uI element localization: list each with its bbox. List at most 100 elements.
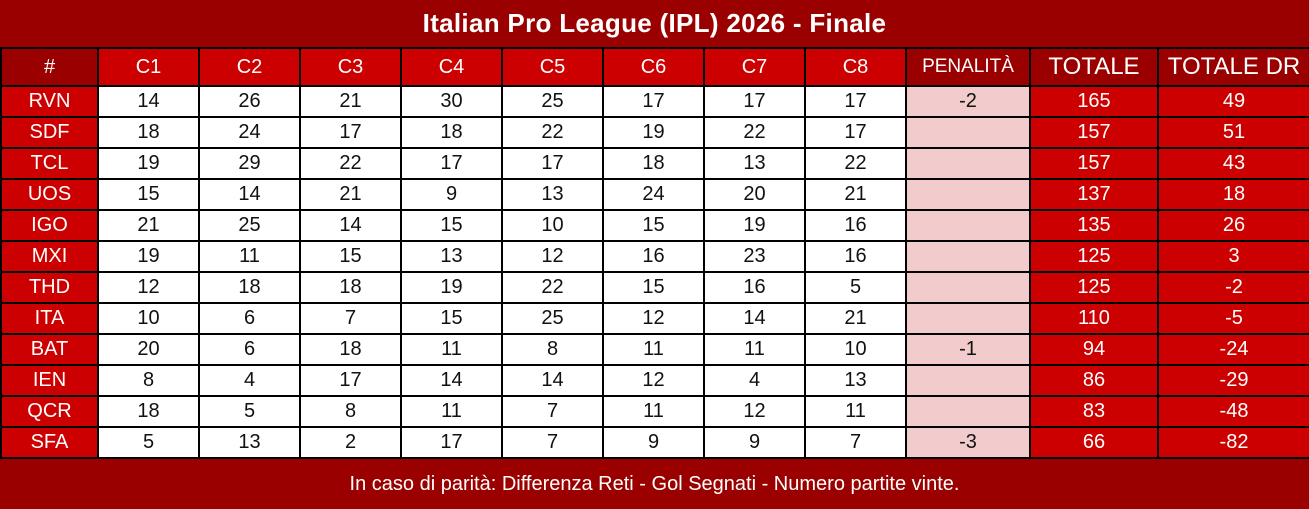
- total-cell: 125: [1029, 240, 1159, 273]
- total-cell: 125: [1029, 271, 1159, 304]
- score-cell-c6: 19: [602, 116, 705, 149]
- score-cell-c4: 18: [400, 116, 503, 149]
- table-body: RVN 14 26 21 30 25 17 17 17 -2 165 49 SDF 18 24 17 18 22 1…: [0, 85, 1309, 459]
- column-header-c8: C8: [804, 47, 907, 87]
- total-cell: 157: [1029, 147, 1159, 180]
- score-cell-c4: 11: [400, 395, 503, 428]
- score-cell-c4: 14: [400, 364, 503, 397]
- score-cell-c3: 17: [299, 116, 402, 149]
- score-cell-c6: 9: [602, 426, 705, 459]
- score-cell-c1: 12: [97, 271, 200, 304]
- column-header-c6: C6: [602, 47, 705, 87]
- score-cell-c3: 15: [299, 240, 402, 273]
- score-cell-c3: 18: [299, 271, 402, 304]
- total-cell: 94: [1029, 333, 1159, 366]
- table-row-bat: BAT 20 6 18 11 8 11 11 10 -1 94 -24: [0, 333, 1309, 366]
- total-dr-cell: 18: [1157, 178, 1309, 211]
- team-code: UOS: [0, 178, 99, 211]
- penalty-cell: [905, 116, 1031, 149]
- total-dr-cell: -48: [1157, 395, 1309, 428]
- score-cell-c7: 13: [703, 147, 806, 180]
- score-cell-c5: 22: [501, 271, 604, 304]
- total-dr-cell: -2: [1157, 271, 1309, 304]
- score-cell-c7: 4: [703, 364, 806, 397]
- score-cell-c4: 30: [400, 85, 503, 118]
- score-cell-c5: 25: [501, 85, 604, 118]
- team-code: BAT: [0, 333, 99, 366]
- score-cell-c8: 16: [804, 209, 907, 242]
- score-cell-c2: 13: [198, 426, 301, 459]
- score-cell-c1: 8: [97, 364, 200, 397]
- score-cell-c6: 11: [602, 333, 705, 366]
- score-cell-c2: 6: [198, 302, 301, 335]
- score-cell-c7: 20: [703, 178, 806, 211]
- total-dr-cell: -82: [1157, 426, 1309, 459]
- score-cell-c5: 10: [501, 209, 604, 242]
- total-cell: 135: [1029, 209, 1159, 242]
- score-cell-c7: 12: [703, 395, 806, 428]
- score-cell-c4: 17: [400, 426, 503, 459]
- score-cell-c3: 14: [299, 209, 402, 242]
- score-cell-c8: 21: [804, 302, 907, 335]
- score-cell-c4: 13: [400, 240, 503, 273]
- score-cell-c1: 20: [97, 333, 200, 366]
- score-cell-c1: 15: [97, 178, 200, 211]
- table-row-rvn: RVN 14 26 21 30 25 17 17 17 -2 165 49: [0, 85, 1309, 118]
- score-cell-c1: 19: [97, 240, 200, 273]
- total-dr-cell: 49: [1157, 85, 1309, 118]
- score-cell-c3: 2: [299, 426, 402, 459]
- score-cell-c7: 14: [703, 302, 806, 335]
- score-cell-c8: 16: [804, 240, 907, 273]
- score-cell-c1: 21: [97, 209, 200, 242]
- table-row-ien: IEN 8 4 17 14 14 12 4 13 86 -29: [0, 364, 1309, 397]
- penalty-cell: [905, 209, 1031, 242]
- penalty-cell: [905, 364, 1031, 397]
- column-header-c5: C5: [501, 47, 604, 87]
- score-cell-c7: 22: [703, 116, 806, 149]
- total-dr-cell: -5: [1157, 302, 1309, 335]
- score-cell-c1: 14: [97, 85, 200, 118]
- score-cell-c2: 4: [198, 364, 301, 397]
- score-cell-c6: 12: [602, 364, 705, 397]
- score-cell-c3: 8: [299, 395, 402, 428]
- total-cell: 157: [1029, 116, 1159, 149]
- score-cell-c6: 12: [602, 302, 705, 335]
- score-cell-c4: 17: [400, 147, 503, 180]
- score-cell-c4: 11: [400, 333, 503, 366]
- score-cell-c8: 17: [804, 85, 907, 118]
- page-title: Italian Pro League (IPL) 2026 - Finale: [422, 8, 887, 38]
- column-header-c1: C1: [97, 47, 200, 87]
- column-header-: #: [0, 47, 99, 87]
- table-row-tcl: TCL 19 29 22 17 17 18 13 22 157 43: [0, 147, 1309, 180]
- column-header-c3: C3: [299, 47, 402, 87]
- team-code: MXI: [0, 240, 99, 273]
- score-cell-c8: 17: [804, 116, 907, 149]
- penalty-cell: -1: [905, 333, 1031, 366]
- score-cell-c2: 18: [198, 271, 301, 304]
- score-cell-c3: 21: [299, 85, 402, 118]
- score-cell-c5: 8: [501, 333, 604, 366]
- score-cell-c3: 21: [299, 178, 402, 211]
- score-cell-c7: 11: [703, 333, 806, 366]
- score-cell-c7: 17: [703, 85, 806, 118]
- score-cell-c3: 18: [299, 333, 402, 366]
- team-code: SDF: [0, 116, 99, 149]
- column-header-c4: C4: [400, 47, 503, 87]
- column-header-penalit: PENALITÀ: [905, 47, 1031, 87]
- score-cell-c5: 13: [501, 178, 604, 211]
- score-cell-c8: 22: [804, 147, 907, 180]
- score-cell-c2: 14: [198, 178, 301, 211]
- table-row-uos: UOS 15 14 21 9 13 24 20 21 137 18: [0, 178, 1309, 211]
- score-cell-c1: 5: [97, 426, 200, 459]
- score-cell-c8: 21: [804, 178, 907, 211]
- team-code: RVN: [0, 85, 99, 118]
- score-cell-c2: 6: [198, 333, 301, 366]
- penalty-cell: -2: [905, 85, 1031, 118]
- total-cell: 66: [1029, 426, 1159, 459]
- score-cell-c3: 7: [299, 302, 402, 335]
- score-cell-c1: 19: [97, 147, 200, 180]
- total-dr-cell: -24: [1157, 333, 1309, 366]
- table-row-qcr: QCR 18 5 8 11 7 11 12 11 83 -48: [0, 395, 1309, 428]
- score-cell-c5: 14: [501, 364, 604, 397]
